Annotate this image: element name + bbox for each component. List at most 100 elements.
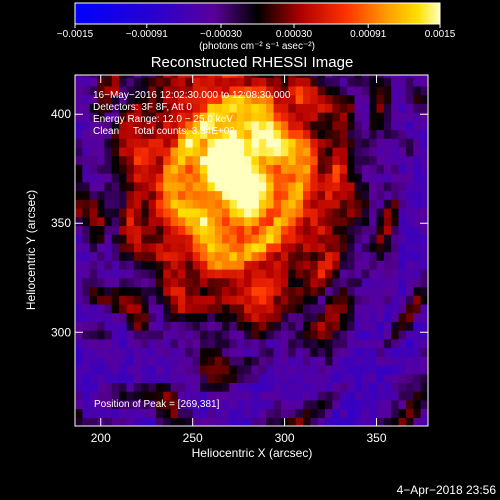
heatmap-cell xyxy=(207,190,216,200)
heatmap-cell xyxy=(361,321,370,331)
heatmap-cell xyxy=(405,330,414,340)
heatmap-cell xyxy=(104,251,113,261)
heatmap-cell xyxy=(119,138,128,148)
heatmap-cell xyxy=(398,364,407,375)
heatmap-cell xyxy=(207,181,216,192)
heatmap-cell xyxy=(244,417,253,426)
heatmap-cell xyxy=(354,129,363,139)
heatmap-cell xyxy=(97,181,106,192)
heatmap-cell xyxy=(155,399,164,410)
heatmap-cell xyxy=(405,286,414,296)
heatmap-cell xyxy=(82,399,91,410)
heatmap-cell xyxy=(258,242,267,253)
heatmap-cell xyxy=(295,260,304,270)
heatmap-cell xyxy=(258,330,267,340)
heatmap-cell xyxy=(141,75,150,78)
heatmap-cell xyxy=(295,85,304,96)
heatmap-cell xyxy=(170,155,179,165)
heatmap-cell xyxy=(82,103,91,113)
heatmap-cell xyxy=(251,103,260,113)
heatmap-cell xyxy=(288,373,297,383)
heatmap-cell xyxy=(222,85,231,96)
heatmap-cell xyxy=(413,321,422,331)
heatmap-cell xyxy=(89,347,98,357)
heatmap-cell xyxy=(200,382,208,392)
heatmap-cell xyxy=(148,269,157,279)
heatmap-cell xyxy=(347,94,356,104)
heatmap-cell xyxy=(141,155,150,165)
heatmap-cell xyxy=(200,269,208,279)
heatmap-cell xyxy=(89,382,98,392)
heatmap-cell xyxy=(177,234,186,244)
heatmap-cell xyxy=(141,312,150,322)
heatmap-cell xyxy=(119,77,128,87)
heatmap-cell xyxy=(141,338,150,349)
heatmap-cell xyxy=(163,356,172,366)
heatmap-cell xyxy=(383,216,392,227)
heatmap-cell xyxy=(376,77,385,87)
heatmap-cell xyxy=(273,347,282,357)
heatmap-cell xyxy=(376,207,385,218)
heatmap-cell xyxy=(126,112,135,122)
heatmap-cell xyxy=(177,399,186,410)
heatmap-cell xyxy=(89,216,98,227)
heatmap-cell xyxy=(258,277,267,288)
heatmap-cell xyxy=(111,364,120,375)
heatmap-cell xyxy=(75,138,83,148)
heatmap-cell xyxy=(75,103,83,113)
heatmap-cell xyxy=(97,303,106,314)
heatmap-cell xyxy=(405,408,414,418)
heatmap-cell xyxy=(354,391,363,401)
heatmap-cell xyxy=(104,364,113,375)
heatmap-cell xyxy=(200,138,208,148)
heatmap-cell xyxy=(376,303,385,314)
heatmap-cell xyxy=(192,251,201,261)
heatmap-cell xyxy=(222,112,231,122)
heatmap-cell xyxy=(258,269,267,279)
heatmap-cell xyxy=(251,286,260,296)
heatmap-cell xyxy=(405,303,414,314)
heatmap-cell xyxy=(339,75,348,78)
heatmap-cell xyxy=(280,225,289,235)
heatmap-cell xyxy=(347,138,356,148)
heatmap-cell xyxy=(126,155,135,165)
heatmap-cell xyxy=(383,207,392,218)
heatmap-cell xyxy=(133,199,142,209)
heatmap-cell xyxy=(163,251,172,261)
heatmap-cell xyxy=(383,321,392,331)
heatmap-cell xyxy=(126,85,135,96)
heatmap-cell xyxy=(155,216,164,227)
heatmap-cell xyxy=(376,312,385,322)
heatmap-cell xyxy=(185,330,194,340)
heatmap-cell xyxy=(288,417,297,426)
heatmap-cell xyxy=(244,181,253,192)
heatmap-cell xyxy=(258,408,267,418)
heatmap-cell xyxy=(413,408,422,418)
heatmap-cell xyxy=(369,399,378,410)
heatmap-cell xyxy=(111,295,120,305)
heatmap-cell xyxy=(354,120,363,131)
heatmap-cell xyxy=(383,408,392,418)
heatmap-cell xyxy=(244,338,253,349)
heatmap-cell xyxy=(413,260,422,270)
heatmap-cell xyxy=(369,225,378,235)
heatmap-cell xyxy=(207,216,216,227)
heatmap-cell xyxy=(280,399,289,410)
heatmap-cell xyxy=(332,364,341,375)
heatmap-cell xyxy=(236,312,245,322)
footer-timestamp: 4−Apr−2018 23:56 xyxy=(397,483,497,497)
heatmap-cell xyxy=(288,242,297,253)
heatmap-cell xyxy=(339,242,348,253)
heatmap-cell xyxy=(104,321,113,331)
heatmap-cell xyxy=(310,242,319,253)
heatmap-cell xyxy=(413,338,422,349)
heatmap-cell xyxy=(266,373,275,383)
heatmap-cell xyxy=(369,260,378,270)
heatmap-cell xyxy=(119,164,128,174)
heatmap-cell xyxy=(163,382,172,392)
heatmap-cell xyxy=(413,312,422,322)
heatmap-cell xyxy=(361,234,370,244)
heatmap-cell xyxy=(266,199,275,209)
heatmap-cell xyxy=(280,321,289,331)
heatmap-cell xyxy=(229,138,238,148)
